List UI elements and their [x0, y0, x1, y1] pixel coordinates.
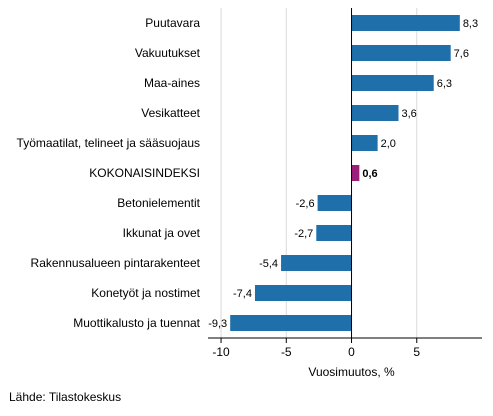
x-axis: -10 -5 0 5 — [208, 8, 482, 359]
source-note: Lähde: Tilastokeskus — [9, 390, 122, 404]
category-label: Puutavara — [145, 16, 200, 30]
value-label: 0,6 — [362, 168, 377, 180]
value-label: -2,6 — [296, 198, 315, 210]
value-label: 7,6 — [454, 48, 469, 60]
value-label: 3,6 — [401, 108, 416, 120]
bars — [230, 15, 460, 331]
bar — [230, 315, 352, 331]
x-tick-label: 0 — [348, 345, 355, 359]
bar — [351, 75, 434, 91]
bar — [351, 165, 360, 181]
x-tick-label: -10 — [212, 345, 230, 359]
x-tick-label: -5 — [281, 345, 292, 359]
value-label: -9,3 — [208, 318, 227, 330]
category-label: Rakennusalueen pintarakenteet — [31, 256, 201, 270]
value-label: -2,7 — [294, 228, 313, 240]
category-label: Betonielementit — [117, 196, 200, 210]
category-label: Vakuutukset — [135, 46, 201, 60]
value-labels: 8,3 7,6 6,3 3,6 2,0 0,6 -2,6 -2,7 -5,4 -7,4 -9,3 — [208, 18, 478, 330]
category-label: Muottikalusto ja tuennat — [73, 316, 200, 330]
gridlines — [220, 8, 418, 338]
bar-chart: Puutavara Vakuutukset Maa-aines Vesikatteet… — [17, 8, 482, 379]
bar — [351, 15, 460, 31]
category-label: Työmaatilat, telineet ja sääsuojaus — [17, 136, 200, 150]
category-label: KOKONAISINDEKSI — [89, 166, 200, 180]
bar — [351, 45, 451, 61]
bar — [351, 135, 378, 151]
category-label: Vesikatteet — [141, 106, 200, 120]
bar — [351, 105, 399, 121]
category-label: Konetyöt ja nostimet — [91, 286, 200, 300]
x-axis-title: Vuosimuutos, % — [308, 365, 395, 379]
value-label: 2,0 — [381, 138, 396, 150]
category-labels: Puutavara Vakuutukset Maa-aines Vesikatteet… — [17, 16, 201, 330]
value-label: 6,3 — [437, 78, 452, 90]
x-tick-label: 5 — [413, 345, 420, 359]
category-label: Maa-aines — [144, 76, 200, 90]
bar — [316, 225, 352, 241]
bar — [254, 285, 352, 301]
value-label: 8,3 — [463, 18, 478, 30]
value-label: -5,4 — [259, 258, 278, 270]
bar — [281, 255, 352, 271]
category-label: Ikkunat ja ovet — [123, 226, 201, 240]
value-label: -7,4 — [233, 288, 252, 300]
bar — [317, 195, 352, 211]
